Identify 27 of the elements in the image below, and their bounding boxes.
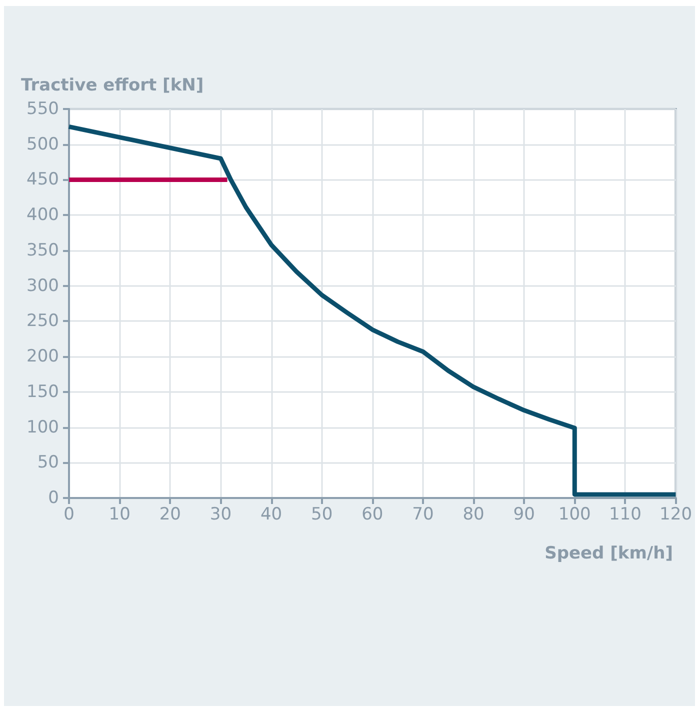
x-tick-label: 20 <box>159 504 181 524</box>
y-tick-label: 0 <box>48 488 59 508</box>
y-tick-label: 500 <box>26 134 59 154</box>
x-tick-label: 30 <box>210 504 232 524</box>
x-axis-title: Speed [km/h] <box>544 544 674 564</box>
y-tick-label: 350 <box>26 240 59 260</box>
x-tick-label: 90 <box>513 504 535 524</box>
y-tick-label: 200 <box>26 346 59 367</box>
x-tick-label: 110 <box>608 504 642 524</box>
y-tick-label: 550 <box>26 99 59 119</box>
y-tick-label: 400 <box>26 205 59 226</box>
x-tick-label: 50 <box>311 504 333 524</box>
y-axis-title: Tractive effort [kN] <box>21 76 204 96</box>
x-tick-label: 100 <box>558 504 591 524</box>
x-tick-label: 40 <box>260 504 282 524</box>
x-tick-label: 80 <box>462 504 484 524</box>
y-tick-label: 300 <box>26 276 59 296</box>
x-tick-label: 10 <box>108 504 130 524</box>
y-tick-label: 450 <box>26 170 59 190</box>
y-tick-label: 50 <box>37 452 59 473</box>
y-tick-label: 150 <box>26 382 59 402</box>
y-tick-label: 250 <box>26 311 59 332</box>
x-tick-label: 60 <box>362 504 384 524</box>
x-tick-label: 120 <box>660 504 692 524</box>
x-tick-label: 70 <box>412 504 434 524</box>
y-tick-label: 100 <box>26 417 59 438</box>
x-tick-label: 0 <box>64 504 74 524</box>
